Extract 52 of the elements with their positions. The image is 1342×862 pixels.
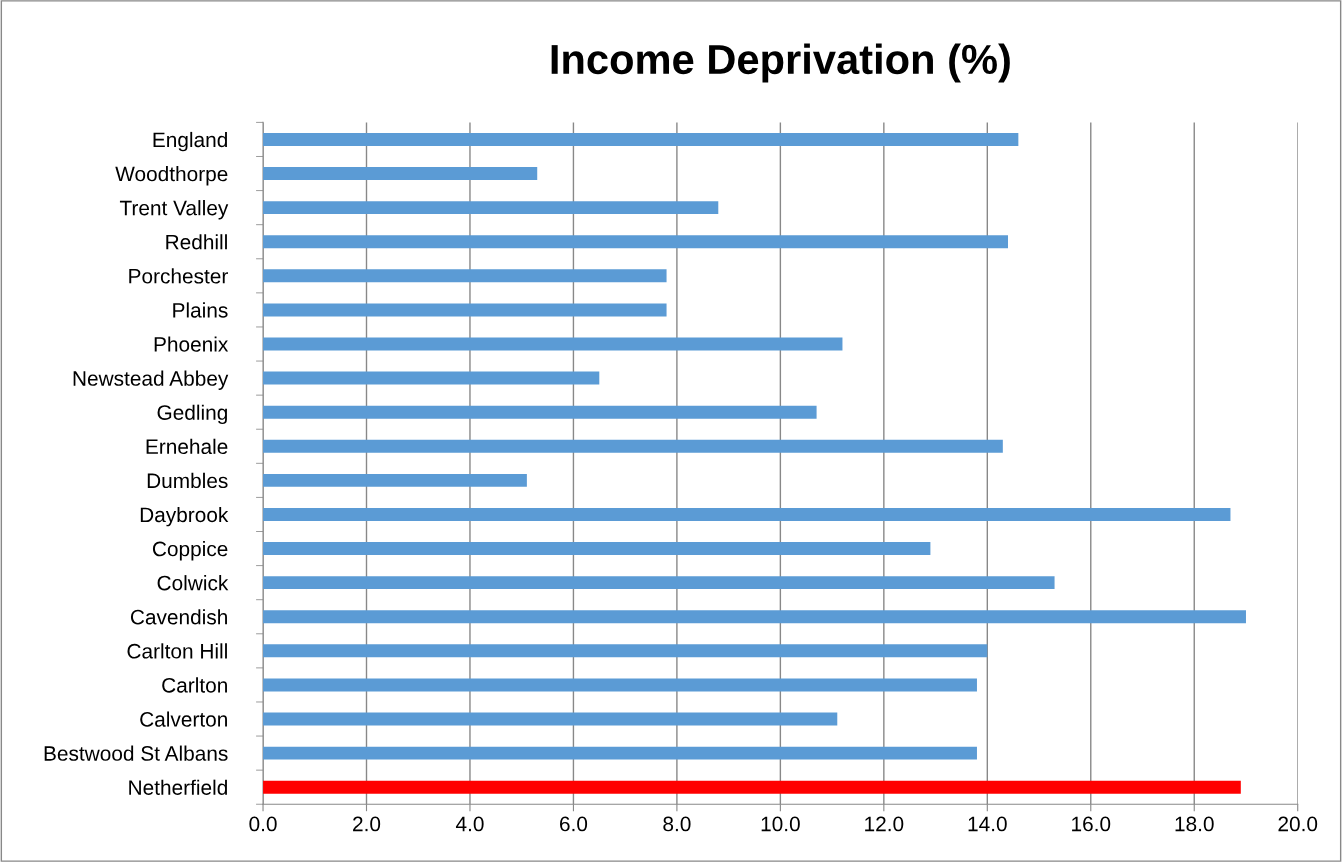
bar: [263, 167, 538, 181]
y-tick-label: England: [153, 131, 227, 152]
y-tick-label: Phoenix: [154, 336, 229, 352]
bar: [263, 235, 1008, 249]
bar: [263, 507, 1231, 521]
bar: [263, 269, 667, 283]
bar: [263, 644, 988, 658]
y-tick-label: Gedling: [157, 404, 227, 425]
y-tick-label: Cavendish: [130, 609, 227, 625]
y-tick-label: Netherfield: [129, 779, 227, 795]
bar: [263, 132, 1019, 146]
x-tick-label: 4.0: [455, 816, 484, 832]
y-tick-label: Trent Valley: [119, 200, 229, 220]
y-tick-label: Daybrook: [140, 506, 229, 527]
bar: [263, 405, 817, 419]
y-tick-label: Redhill: [166, 234, 227, 250]
bar: [263, 712, 838, 726]
x-tick-label: 12.0: [865, 816, 904, 832]
y-tick-label: Carlton: [162, 677, 227, 693]
y-tick-label: Calverton: [140, 711, 227, 727]
bar: [263, 610, 1246, 624]
bar: [263, 678, 977, 692]
bar: [263, 780, 1241, 794]
y-tick-label: Colwick: [157, 575, 229, 591]
y-tick-label: Newstead Abbey: [73, 370, 229, 390]
bar: [263, 337, 843, 351]
y-tick-label: Plains: [173, 302, 228, 318]
x-tick-label: 0.0: [249, 816, 277, 832]
x-tick-label: 18.0: [1175, 816, 1214, 832]
x-tick-label: 8.0: [663, 816, 691, 832]
y-tick-label: Coppice: [152, 541, 228, 561]
x-tick-label: 14.0: [968, 816, 1007, 832]
bar: [263, 576, 1055, 590]
x-tick-label: 20.0: [1278, 816, 1318, 832]
bar: [263, 746, 977, 760]
y-tick-label: Bestwood St Albans: [44, 745, 228, 761]
bar: [263, 473, 527, 487]
bar: [263, 303, 667, 317]
bar: [263, 201, 719, 215]
y-tick-label: Woodthorpe: [115, 165, 228, 186]
y-tick-label: Ernehale: [146, 438, 228, 455]
x-tick-label: 10.0: [761, 816, 800, 832]
bar: [263, 371, 600, 385]
y-tick-label: Dumbles: [147, 472, 228, 489]
chart-title: Income Deprivation (%): [551, 43, 1010, 83]
x-tick-label: 16.0: [1072, 816, 1111, 832]
y-tick-label: Carlton Hill: [127, 643, 227, 659]
bar: [263, 542, 931, 556]
y-tick-label: Porchester: [129, 268, 228, 284]
x-tick-label: 6.0: [560, 816, 588, 832]
bar: [263, 439, 1003, 453]
x-tick-label: 2.0: [353, 816, 381, 832]
